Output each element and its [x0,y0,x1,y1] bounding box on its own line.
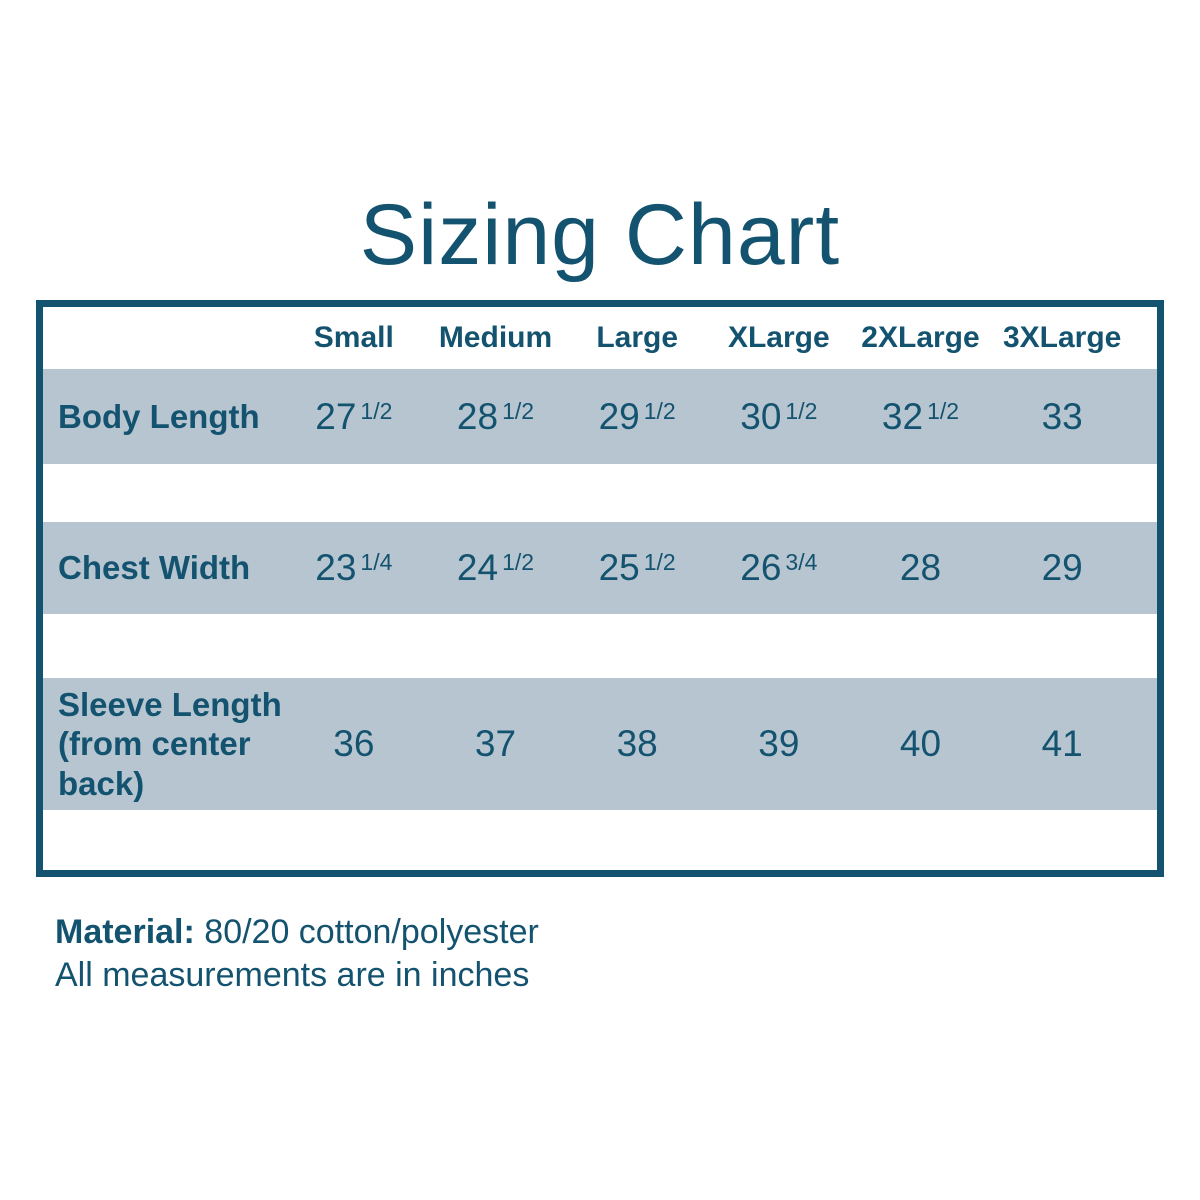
cell-value: 41 [1041,723,1083,764]
material-value: 80/20 cotton/polyester [204,913,539,951]
cell-value: 30 [740,395,782,437]
cell-value: 27 [315,395,357,437]
cell-value: 28 [899,547,942,588]
cell-sleeve-length-2xlarge: 40 [850,723,992,765]
row-gap [43,810,1157,870]
cell-value: 37 [474,723,517,764]
column-header-small: Small [313,321,394,354]
sizing-table: Small Medium Large XLarge 2XLarge 3XLarg… [36,300,1164,877]
cell-value: 39 [758,723,800,764]
column-header-xlarge: XLarge [727,321,830,354]
material-note: Material: 80/20 cotton/polyester [55,911,1200,954]
cell-sleeve-length-xlarge: 39 [708,723,850,765]
footer-notes: Material: 80/20 cotton/polyester All mea… [55,911,1200,997]
cell-chest-width-2xlarge: 28 [850,547,992,589]
cell-value: 38 [616,723,658,764]
cell-chest-width-small: 23 1/4 [283,547,425,589]
table-row-chest-width: Chest Width 23 1/4 24 1/2 25 1/2 26 3/4 28 2… [43,522,1157,614]
table-row-body-length: Body Length 27 1/2 28 1/2 29 1/2 30 1/2 32 1/… [43,369,1157,464]
row-gap [43,464,1157,522]
column-header-large: Large [596,321,679,354]
column-header-2xlarge: 2XLarge [861,321,980,354]
cell-fraction: 1/2 [785,397,818,424]
measurement-note: All measurements are in inches [55,956,530,995]
table-row-sleeve-length: Sleeve Length (from center back) 36 37 3… [43,678,1157,810]
cell-chest-width-medium: 24 1/2 [425,547,567,589]
cell-value: 36 [333,723,375,764]
page-title: Sizing Chart [359,187,841,283]
row-label-body-length: Body Length [58,397,260,435]
cell-value: 24 [456,547,499,588]
cell-fraction: 1/2 [927,397,960,424]
cell-value: 29 [598,395,640,437]
cell-fraction: 1/2 [502,549,535,575]
cell-body-length-large: 29 1/2 [566,396,708,438]
row-gap [43,614,1157,678]
cell-body-length-xlarge: 30 1/2 [708,396,850,438]
cell-body-length-3xlarge: 33 [991,396,1133,438]
cell-body-length-small: 27 1/2 [283,396,425,438]
cell-sleeve-length-small: 36 [283,723,425,765]
cell-fraction: 1/2 [643,397,676,424]
cell-value: 33 [1041,395,1083,437]
cell-sleeve-length-medium: 37 [425,723,567,765]
cell-value: 25 [598,547,640,588]
cell-value: 40 [899,723,942,764]
sizing-chart-page: Sizing Chart Small Medium Large XLarge 2… [36,187,1200,997]
cell-value: 29 [1041,547,1083,588]
cell-value: 32 [881,395,924,437]
cell-fraction: 3/4 [785,549,818,575]
cell-body-length-2xlarge: 32 1/2 [850,396,992,438]
cell-value: 23 [315,547,357,588]
cell-value: 26 [740,547,782,588]
cell-body-length-medium: 28 1/2 [425,396,567,438]
cell-fraction: 1/2 [502,397,535,424]
cell-value: 28 [456,395,499,437]
cell-fraction: 1/4 [360,549,393,575]
cell-fraction: 1/2 [643,549,676,575]
row-label-sleeve-length: Sleeve Length (from center back) [58,685,282,802]
column-header-3xlarge: 3XLarge [1002,321,1122,354]
cell-chest-width-large: 25 1/2 [566,547,708,589]
material-label: Material: [55,913,195,951]
table-header-row: Small Medium Large XLarge 2XLarge 3XLarg… [43,307,1157,369]
cell-sleeve-length-large: 38 [566,723,708,765]
cell-sleeve-length-3xlarge: 41 [991,723,1133,765]
cell-fraction: 1/2 [360,397,393,424]
column-header-medium: Medium [438,321,553,354]
row-label-chest-width: Chest Width [58,549,251,587]
cell-chest-width-3xlarge: 29 [991,547,1133,589]
cell-chest-width-xlarge: 26 3/4 [708,547,850,589]
